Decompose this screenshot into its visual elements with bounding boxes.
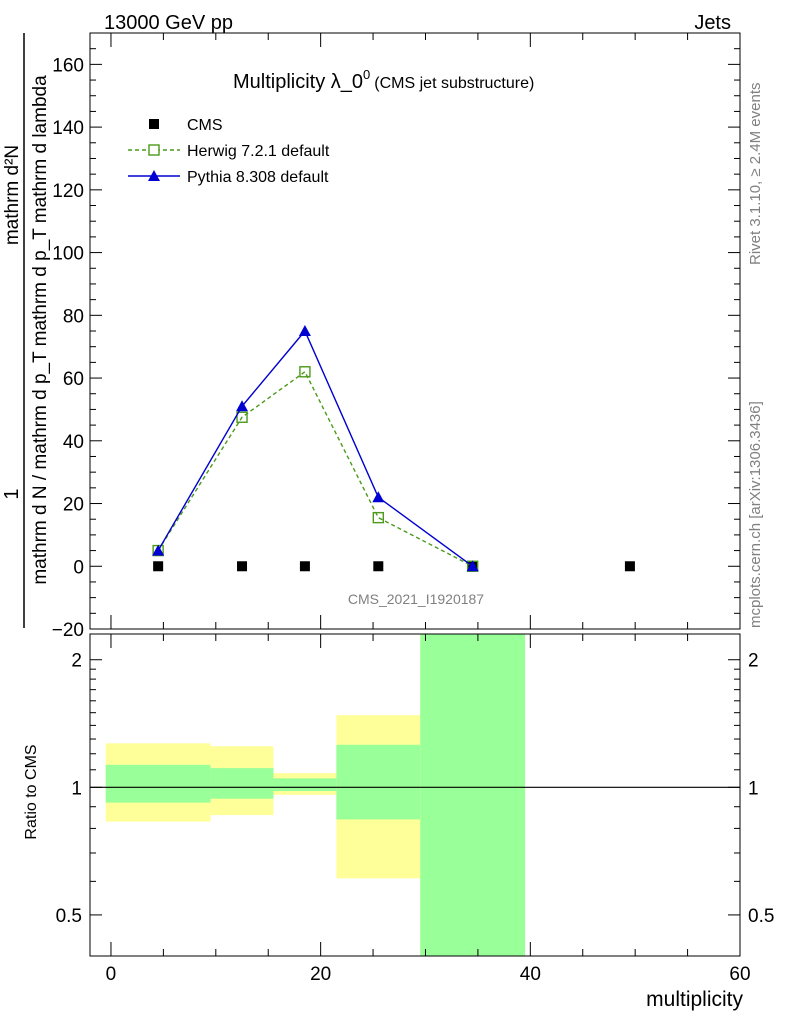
x-tick-label: 20 (310, 964, 331, 985)
ratio-tick-label-left: 1 (71, 778, 82, 799)
data-point-square (299, 561, 310, 572)
data-point-open-square (236, 411, 248, 423)
y-tick-label: 160 (52, 55, 84, 76)
ratio-tick-label-left: 0.5 (56, 906, 82, 927)
ratio-tick-label-right: 0.5 (748, 906, 774, 927)
ratio-tick-label-left: 2 (71, 651, 82, 672)
plot-title-main: Multiplicity λ_0 (233, 71, 363, 93)
x-tick-label: 60 (729, 964, 750, 985)
rivet-label: Rivet 3.1.10, ≥ 2.4M events (747, 83, 764, 266)
mcplots-label: mcplots.cern.ch [arXiv:1306.3436] (747, 401, 764, 628)
header-left: 13000 GeV pp (104, 12, 233, 34)
data-point-square (624, 561, 635, 572)
ratio-tick-label-right: 1 (748, 778, 759, 799)
legend: CMS Herwig 7.2.1 default Pythia 8.308 defa… (128, 117, 330, 186)
y-tick-label: 20 (63, 495, 84, 516)
legend-marker-pythia (148, 170, 160, 181)
main-ylabel: 1 mathrm d²N mathrm d N / mathrm d p_T m… (1, 33, 51, 628)
series-line (157, 370, 473, 567)
data-point-open-square (299, 366, 311, 378)
plot-title-sub: (CMS jet substructure) (374, 75, 534, 92)
y-tick-label: 60 (63, 369, 84, 390)
y-tick-label: 0 (73, 557, 84, 578)
watermark: CMS_2021_I1920187 (348, 591, 484, 607)
ratio-band-green (210, 768, 274, 799)
ratio-plot-frame (89, 633, 741, 957)
legend-label: Pythia 8.308 default (187, 169, 329, 186)
header-right: Jets (694, 12, 731, 34)
ylabel-numerator: mathrm d²N (2, 145, 23, 245)
ylabel-one: 1 (1, 488, 23, 499)
ratio-tick-label-right: 2 (748, 651, 759, 672)
y-tick-label: 40 (63, 432, 84, 453)
x-tick-label: 0 (106, 964, 117, 985)
data-point-triangle (236, 400, 249, 412)
data-point-square (373, 561, 384, 572)
plot-title: Multiplicity λ_00 (CMS jet substructure) (233, 67, 534, 93)
y-tick-label: 80 (63, 306, 84, 327)
data-point-triangle (152, 544, 165, 556)
x-tick-label: 40 (520, 964, 541, 985)
plot-title-sup: 0 (363, 67, 370, 82)
x-axis-label: multiplicity (646, 988, 743, 1011)
series-line (157, 329, 474, 567)
ratio-band-green (105, 764, 211, 803)
data-point-open-square (372, 511, 385, 524)
legend-marker-herwig (148, 144, 160, 156)
ylabel-denominator: mathrm d N / mathrm d p_T mathrm d p_T m… (30, 75, 51, 585)
legend-label: CMS (187, 117, 223, 134)
y-tick-label: −20 (52, 620, 84, 641)
y-tick-label: 140 (52, 118, 84, 139)
data-point-triangle (466, 560, 479, 572)
ratio-band-green (273, 778, 337, 792)
data-point-triangle (298, 325, 311, 336)
legend-label: Herwig 7.2.1 default (187, 143, 330, 160)
ratio-band-green (336, 744, 421, 820)
y-tick-label: 120 (52, 181, 84, 202)
ratio-ylabel: Ratio to CMS (23, 744, 40, 839)
ratio-band-green (420, 634, 526, 956)
data-point-square (153, 561, 164, 572)
data-point-square (237, 561, 248, 572)
y-tick-label: 100 (52, 244, 84, 265)
legend-marker-cms (149, 119, 159, 129)
data-point-triangle (372, 491, 385, 503)
